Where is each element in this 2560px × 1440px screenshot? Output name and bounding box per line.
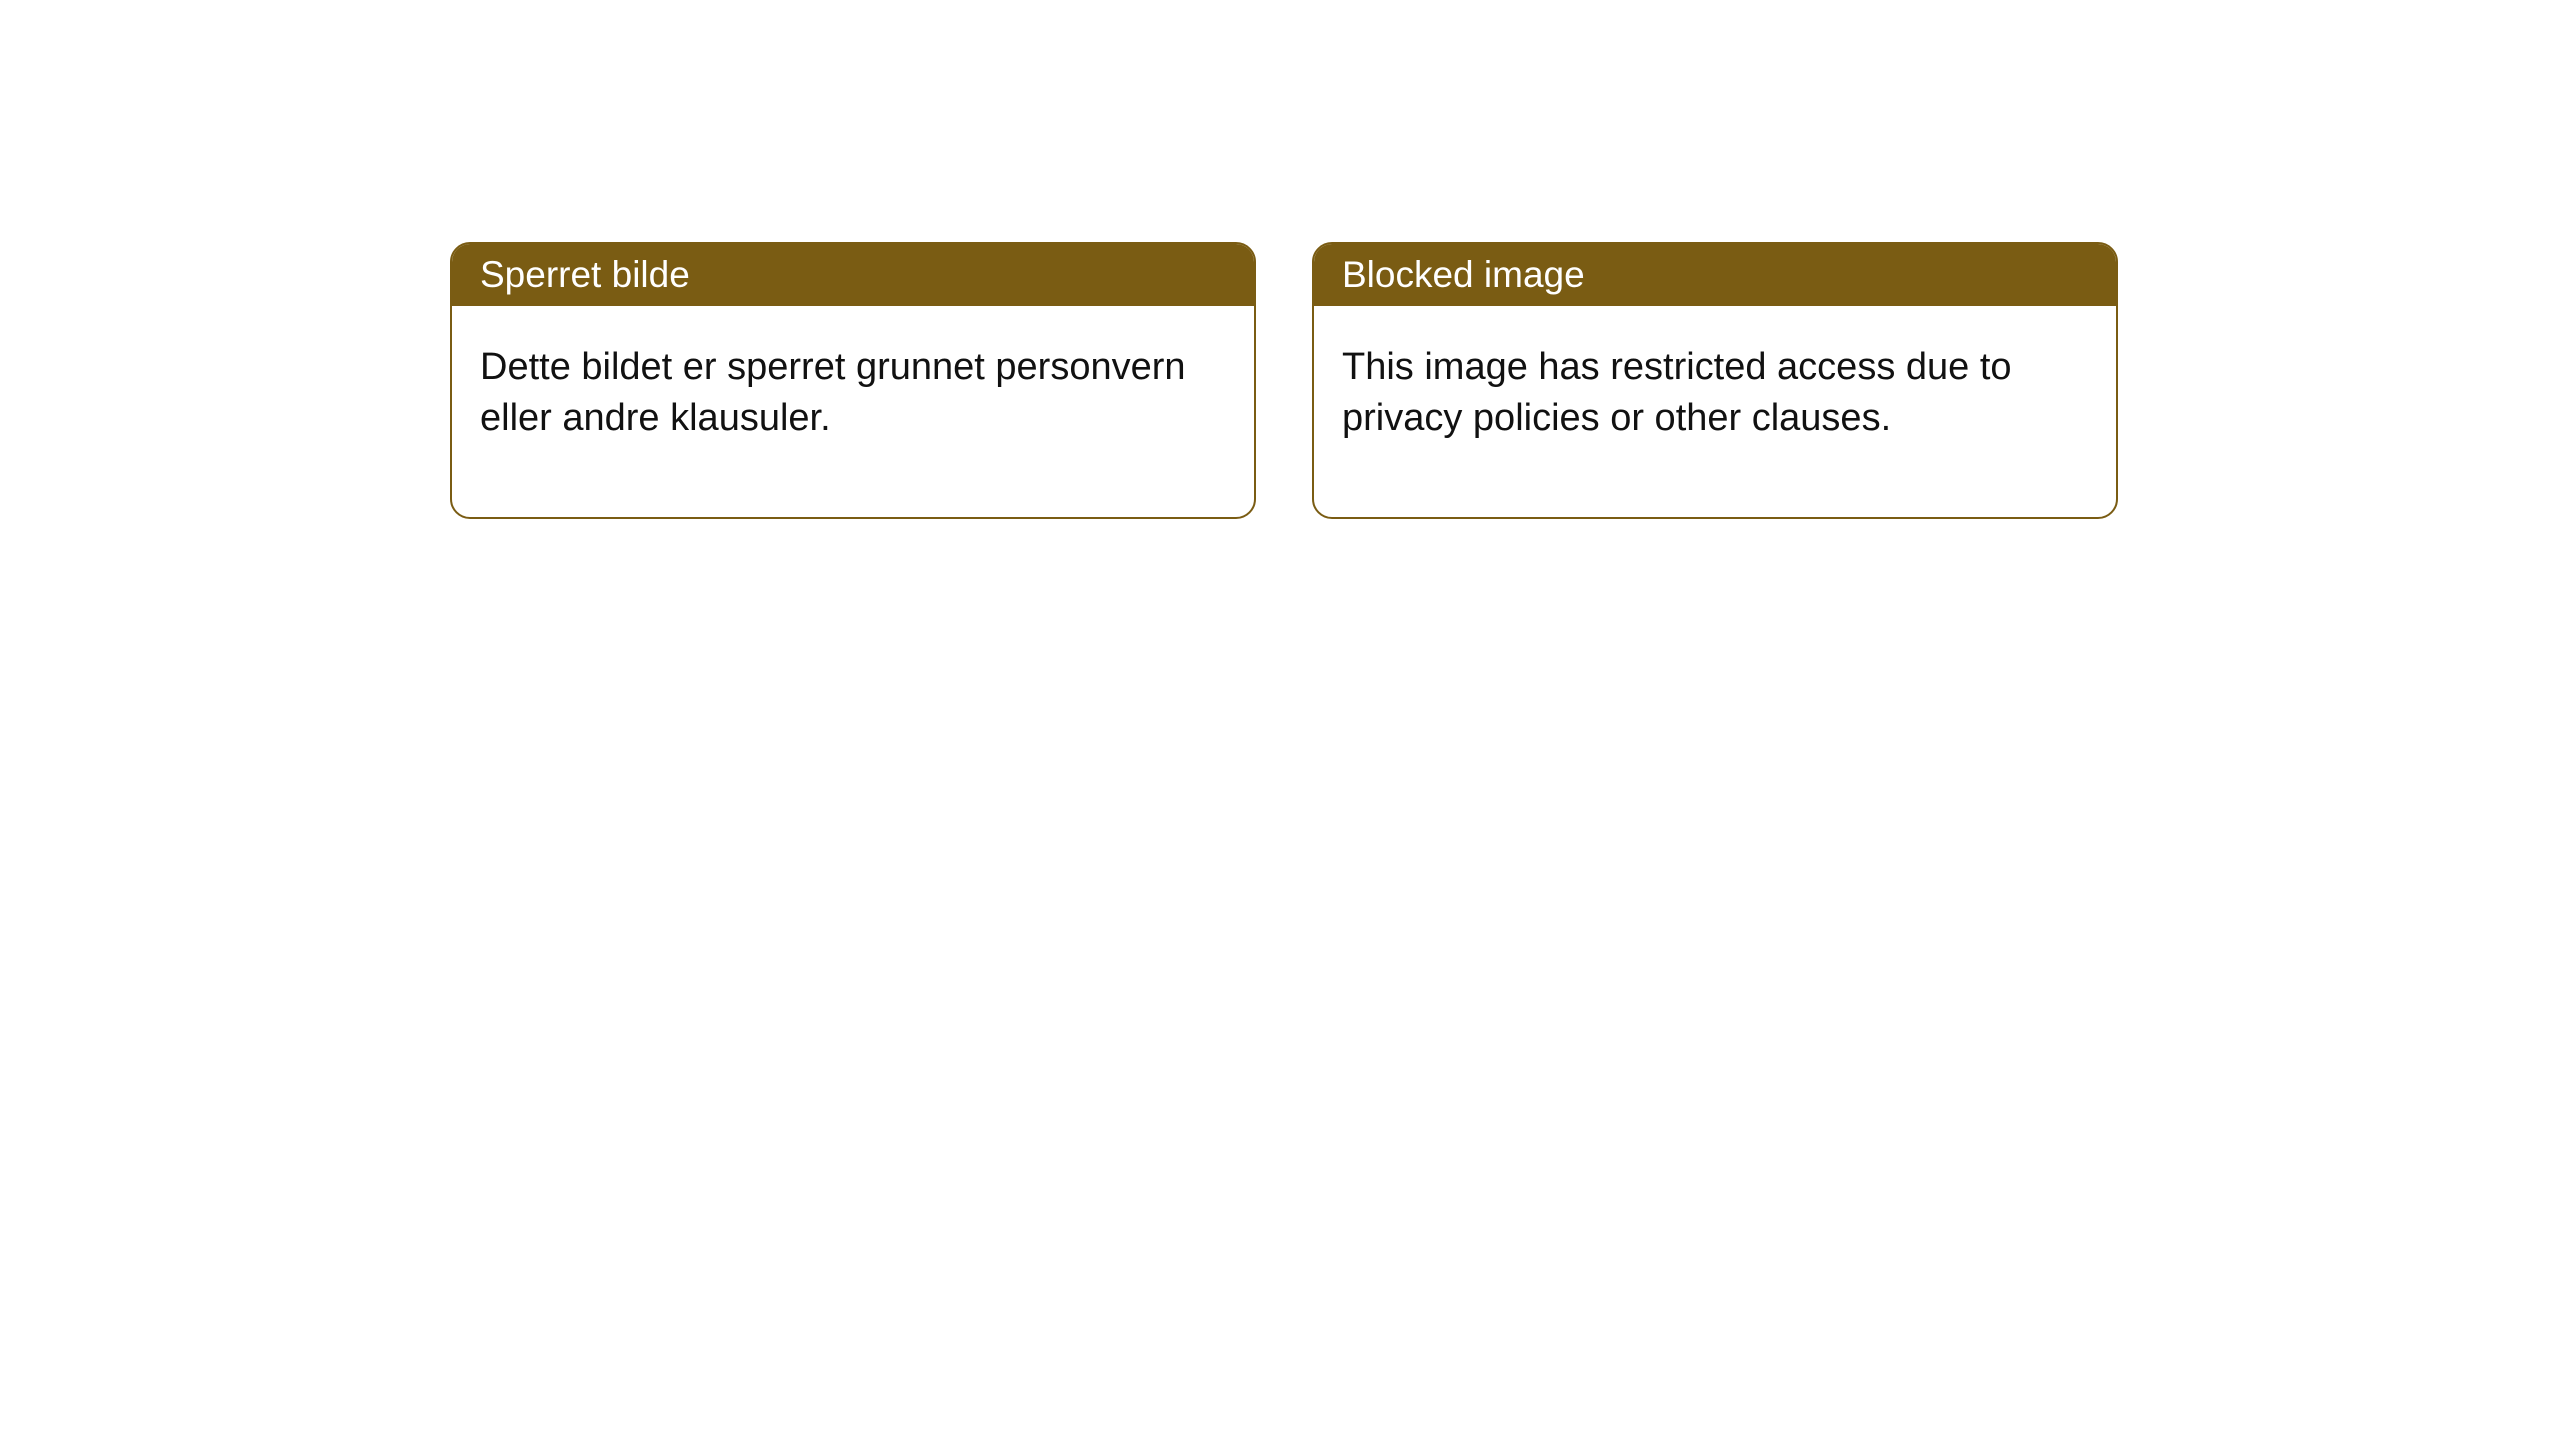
notice-card-norwegian: Sperret bilde Dette bildet er sperret gr… [450,242,1256,519]
card-body-text: This image has restricted access due to … [1314,306,2116,517]
card-title: Sperret bilde [452,244,1254,306]
card-title: Blocked image [1314,244,2116,306]
card-body-text: Dette bildet er sperret grunnet personve… [452,306,1254,517]
notice-cards-container: Sperret bilde Dette bildet er sperret gr… [0,0,2560,519]
notice-card-english: Blocked image This image has restricted … [1312,242,2118,519]
